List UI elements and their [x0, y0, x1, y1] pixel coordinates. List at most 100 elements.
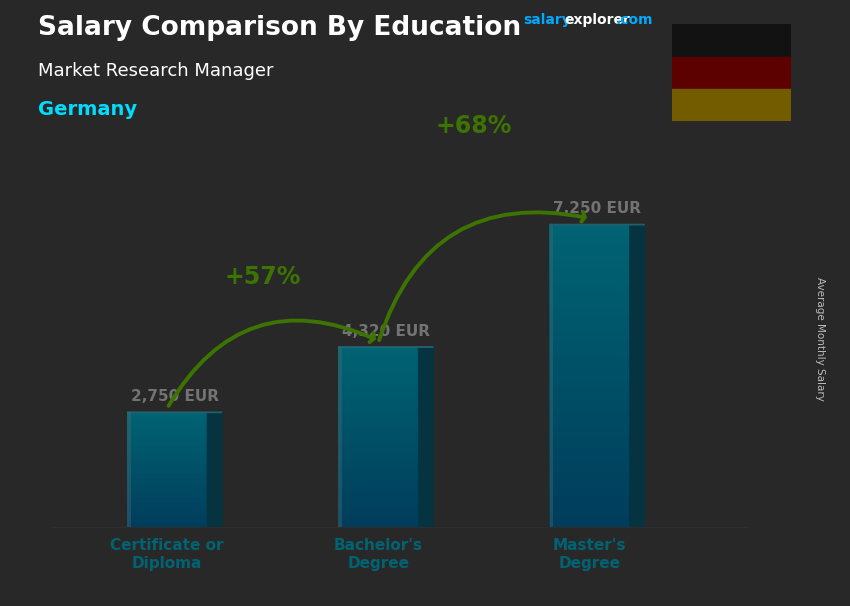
Bar	[127, 418, 207, 420]
Bar	[127, 451, 207, 453]
Bar	[338, 446, 418, 449]
Bar	[549, 436, 630, 441]
Bar	[338, 359, 418, 362]
Bar	[127, 416, 207, 418]
Bar	[338, 365, 418, 368]
Bar	[549, 325, 630, 330]
Bar	[549, 225, 630, 230]
Bar	[549, 482, 630, 487]
Bar	[338, 377, 418, 380]
Text: salary: salary	[523, 13, 570, 27]
Bar	[549, 487, 630, 492]
Bar	[338, 473, 418, 476]
Bar	[127, 460, 207, 462]
Bar	[549, 330, 630, 336]
Bar	[338, 350, 418, 353]
Bar	[549, 321, 630, 325]
Bar	[338, 383, 418, 386]
Bar	[549, 512, 630, 517]
Bar	[338, 521, 418, 524]
Bar	[338, 428, 418, 431]
Bar	[338, 500, 418, 503]
Bar	[549, 381, 630, 386]
Bar	[338, 518, 418, 521]
Bar	[338, 401, 418, 404]
Bar	[127, 445, 207, 447]
Bar	[338, 416, 418, 419]
Bar	[672, 24, 790, 56]
Bar	[338, 503, 418, 506]
Bar	[127, 493, 207, 494]
Bar	[127, 466, 207, 468]
Bar	[338, 485, 418, 488]
Bar	[549, 361, 630, 366]
Bar	[128, 413, 131, 527]
Bar	[549, 235, 630, 240]
Bar	[127, 428, 207, 430]
Bar	[549, 517, 630, 522]
Bar	[127, 525, 207, 527]
Bar	[549, 260, 630, 265]
Bar	[127, 496, 207, 499]
Bar	[672, 56, 790, 89]
Bar	[127, 471, 207, 474]
Text: 2,750 EUR: 2,750 EUR	[131, 389, 218, 404]
Bar	[549, 406, 630, 411]
Bar	[338, 440, 418, 443]
Bar	[338, 425, 418, 428]
Bar	[338, 488, 418, 491]
Bar	[338, 464, 418, 467]
Bar	[549, 441, 630, 447]
Text: Market Research Manager: Market Research Manager	[38, 62, 274, 80]
Bar	[338, 449, 418, 452]
Bar	[338, 380, 418, 383]
Bar	[127, 494, 207, 496]
Bar	[549, 421, 630, 427]
Polygon shape	[207, 413, 222, 527]
Bar	[127, 439, 207, 441]
Bar	[338, 452, 418, 455]
Bar	[549, 300, 630, 305]
Bar	[338, 356, 418, 359]
Polygon shape	[630, 225, 644, 527]
Bar	[338, 410, 418, 413]
Bar	[549, 401, 630, 406]
Bar	[338, 434, 418, 437]
Bar	[338, 389, 418, 392]
Bar	[338, 368, 418, 371]
Bar	[549, 366, 630, 371]
Bar	[127, 516, 207, 518]
Bar	[549, 315, 630, 321]
Bar	[338, 413, 418, 416]
Bar	[549, 396, 630, 401]
Bar	[127, 441, 207, 443]
Bar	[338, 386, 418, 389]
Bar	[338, 479, 418, 482]
Text: +57%: +57%	[224, 265, 300, 288]
Text: 4,320 EUR: 4,320 EUR	[342, 324, 430, 339]
Bar	[127, 474, 207, 476]
Bar	[338, 362, 418, 365]
Bar	[127, 468, 207, 470]
Bar	[338, 404, 418, 407]
Bar	[338, 371, 418, 374]
Bar	[549, 467, 630, 471]
Bar	[127, 422, 207, 424]
Bar	[338, 374, 418, 377]
Bar	[338, 509, 418, 512]
Bar	[338, 347, 343, 527]
Bar	[549, 255, 630, 260]
Bar	[549, 391, 630, 396]
Bar	[550, 225, 553, 527]
Bar	[127, 458, 207, 460]
Bar	[127, 433, 207, 435]
Bar	[549, 250, 630, 255]
Bar	[127, 479, 207, 481]
Bar	[127, 462, 207, 464]
Bar	[338, 506, 418, 509]
Bar	[127, 487, 207, 489]
Bar	[549, 280, 630, 285]
Bar	[127, 470, 207, 471]
Bar	[338, 467, 418, 470]
Bar	[127, 431, 207, 433]
